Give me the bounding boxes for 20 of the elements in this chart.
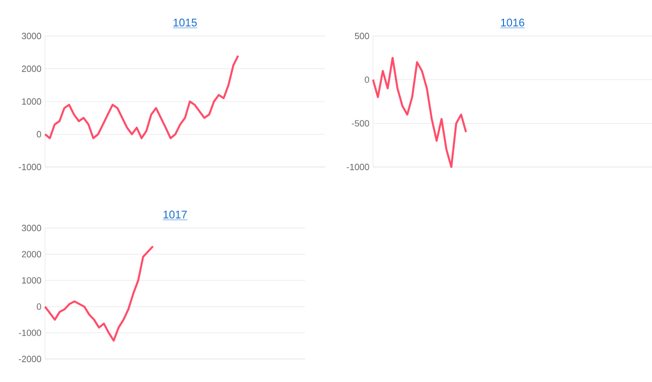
- y-tick-label: 0: [36, 131, 42, 138]
- y-tick-label: -2000: [18, 356, 42, 362]
- y-tick-label: 1000: [22, 277, 42, 284]
- y-tick-label: 500: [354, 32, 370, 40]
- y-tick-label: 0: [364, 76, 370, 83]
- y-tick-label: -1000: [346, 164, 370, 170]
- y-tick-label: 2000: [22, 251, 42, 258]
- chart-title: 1016: [501, 18, 524, 26]
- y-tick-label: -1000: [18, 330, 42, 336]
- line-series: [44, 245, 154, 342]
- y-tick-label: 3000: [22, 224, 42, 232]
- chart-title: 1017: [164, 210, 187, 218]
- y-tick-label: -1000: [18, 164, 42, 170]
- y-tick-label: 0: [36, 303, 42, 310]
- chart-title: 1015: [174, 18, 197, 26]
- y-tick-label: -500: [352, 120, 370, 127]
- y-tick-label: 3000: [22, 32, 42, 40]
- y-tick-label: 2000: [22, 66, 42, 72]
- line-series: [372, 56, 468, 168]
- y-tick-label: 1000: [22, 98, 42, 105]
